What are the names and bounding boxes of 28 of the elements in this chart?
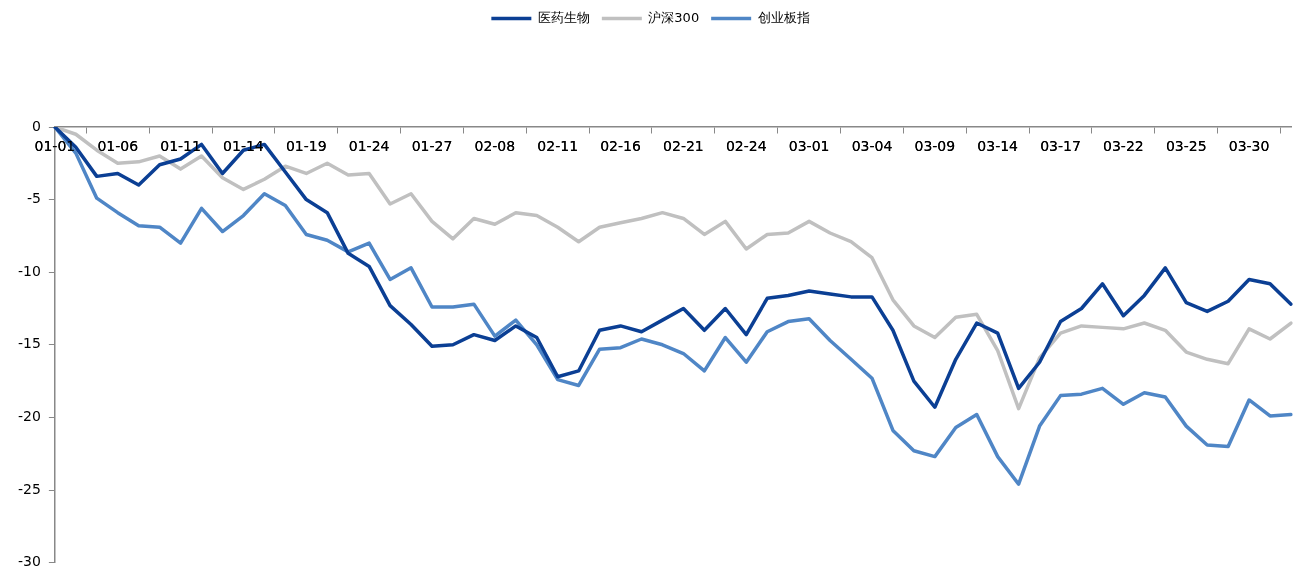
legend-label: 医药生物: [537, 9, 590, 25]
x-tick-label: 02-16: [600, 138, 641, 155]
x-tick-label: 01-19: [285, 138, 327, 155]
x-tick-label: 02-21: [663, 138, 704, 155]
x-tick-label: 03-17: [1040, 138, 1081, 155]
y-tick-label: -10: [17, 262, 41, 279]
x-tick-label: 03-30: [1228, 138, 1270, 155]
x-tick-label: 03-14: [977, 138, 1019, 155]
x-tick-label: 02-08: [474, 138, 516, 155]
x-tick-label: 03-25: [1165, 138, 1207, 155]
x-tick-label: 01-11: [160, 138, 201, 155]
y-tick-label: 0: [31, 117, 41, 134]
y-tick-label: -25: [17, 480, 41, 497]
y-tick-label: -15: [17, 335, 41, 352]
x-tick-label: 01-06: [97, 138, 139, 155]
x-tick-label: 03-09: [914, 138, 956, 155]
y-tick-label: -20: [17, 408, 41, 425]
x-tick-label: 03-01: [788, 138, 830, 155]
x-tick-label: 03-04: [851, 138, 893, 155]
x-tick-label: 01-24: [348, 138, 390, 155]
y-tick-label: -5: [26, 190, 41, 207]
x-tick-label: 01-27: [411, 138, 453, 155]
legend-label: 创业板指: [757, 9, 810, 25]
y-tick-label: -30: [17, 553, 41, 570]
x-tick-label: 02-11: [537, 138, 579, 155]
x-tick-label: 02-24: [725, 138, 767, 155]
x-tick-label: 03-22: [1103, 138, 1144, 155]
legend-label: 沪深300: [648, 9, 700, 25]
